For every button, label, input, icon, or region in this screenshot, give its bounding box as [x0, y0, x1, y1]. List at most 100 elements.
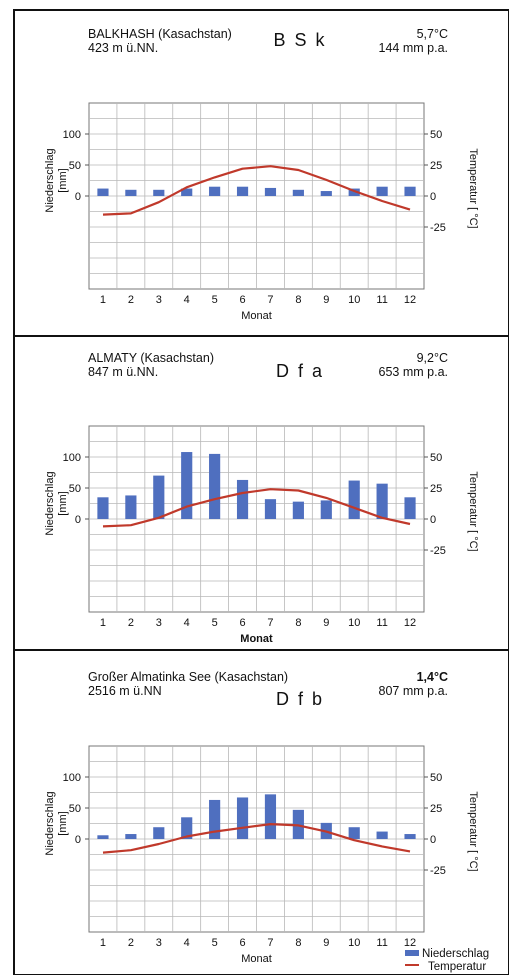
left-tick-label: 0: [75, 514, 81, 526]
panel-border: [13, 649, 509, 975]
month-label-4: 4: [184, 294, 190, 306]
left-tick-label: 100: [63, 129, 81, 141]
month-label-12: 12: [404, 937, 416, 949]
temperature-line: [102, 165, 411, 216]
x-axis-title: Monat: [241, 953, 272, 965]
right-tick-label: -25: [430, 222, 446, 234]
left-axis-title: Niederschlag: [44, 148, 56, 212]
month-label-3: 3: [156, 294, 162, 306]
precip-bar-9: [320, 500, 332, 519]
precip-bar-11: [376, 186, 388, 196]
precip-bar-5: [209, 186, 221, 196]
month-label-9: 9: [323, 617, 329, 629]
right-tick-label: 25: [430, 160, 442, 172]
right-tick-label: 50: [430, 452, 442, 464]
precip-bar-3: [153, 189, 165, 196]
left-tick-label: 50: [69, 803, 81, 815]
station-altitude: 2516 m ü.NN: [88, 684, 162, 698]
x-axis-title: Monat: [240, 633, 273, 645]
precip-bar-8: [292, 501, 304, 519]
precip-bar-5: [209, 453, 221, 519]
precip-bar-10: [348, 188, 360, 196]
right-tick-label: 0: [430, 514, 436, 526]
station-altitude: 423 m ü.NN.: [88, 41, 158, 55]
precip-bar-5: [209, 799, 221, 839]
right-tick-label: -25: [430, 545, 446, 557]
climate-code: D f b: [276, 689, 324, 709]
left-axis-unit: [mm]: [57, 491, 69, 515]
legend-precip-label: Niederschlag: [422, 948, 489, 960]
precip-bar-4: [181, 452, 193, 519]
right-axis-title: Temperatur [ °C]: [467, 471, 479, 551]
precip-bar-11: [376, 483, 388, 519]
precip-bar-12: [404, 497, 416, 519]
month-label-10: 10: [348, 617, 360, 629]
month-label-7: 7: [267, 617, 273, 629]
precip-bar-3: [153, 827, 165, 839]
precip-bar-12: [404, 186, 416, 196]
month-label-11: 11: [376, 937, 387, 949]
month-label-12: 12: [404, 617, 416, 629]
right-axis-title: Temperatur [ °C]: [467, 148, 479, 228]
precip-bar-6: [236, 797, 249, 839]
month-label-8: 8: [295, 617, 301, 629]
precip-bar-1: [97, 188, 109, 196]
legend-temp-label: Temperatur: [428, 961, 486, 973]
right-tick-label: 0: [430, 191, 436, 203]
left-tick-label: 100: [63, 772, 81, 784]
left-tick-label: 100: [63, 452, 81, 464]
month-label-5: 5: [212, 617, 218, 629]
month-label-8: 8: [295, 294, 301, 306]
precip-bar-7: [264, 499, 277, 519]
precip-bar-7: [264, 794, 277, 839]
right-tick-label: 25: [430, 483, 442, 495]
mean-temperature: 9,2°C: [417, 351, 448, 365]
right-tick-label: 0: [430, 834, 436, 846]
left-axis-title: Niederschlag: [44, 791, 56, 855]
right-tick-label: 25: [430, 803, 442, 815]
precip-bar-11: [376, 831, 388, 839]
month-label-6: 6: [239, 937, 245, 949]
precip-bar-1: [97, 497, 109, 519]
precip-bar-10: [348, 827, 360, 839]
month-label-1: 1: [100, 937, 106, 949]
climate-panel-1: BALKHASH (Kasachstan)423 m ü.NN. B S k 5,7…: [13, 9, 509, 337]
month-label-5: 5: [212, 937, 218, 949]
month-label-9: 9: [323, 937, 329, 949]
precip-bar-2: [125, 189, 137, 196]
left-axis-unit: [mm]: [57, 168, 69, 192]
month-label-4: 4: [184, 617, 190, 629]
right-tick-label: -25: [430, 865, 446, 877]
temperature-line: [102, 822, 411, 854]
month-label-7: 7: [267, 294, 273, 306]
month-label-3: 3: [156, 617, 162, 629]
month-label-12: 12: [404, 294, 416, 306]
left-tick-label: 50: [69, 160, 81, 172]
month-label-1: 1: [100, 294, 106, 306]
mean-temperature: 5,7°C: [417, 27, 448, 41]
month-label-11: 11: [376, 617, 387, 629]
left-axis-unit: [mm]: [57, 811, 69, 835]
month-label-1: 1: [100, 617, 106, 629]
precip-bar-10: [348, 480, 360, 519]
climate-panel-2: ALMATY (Kasachstan)847 m ü.NN. D f a 9,2°C…: [13, 335, 509, 651]
month-label-5: 5: [212, 294, 218, 306]
precip-bar-4: [181, 817, 193, 839]
station-altitude: 847 m ü.NN.: [88, 365, 158, 379]
station-name: BALKHASH (Kasachstan): [88, 27, 232, 41]
month-label-7: 7: [267, 937, 273, 949]
left-tick-label: 0: [75, 834, 81, 846]
precip-bar-2: [125, 834, 137, 839]
month-label-2: 2: [128, 937, 134, 949]
precip-bar-6: [236, 479, 249, 519]
precip-bar-6: [236, 186, 249, 196]
climate-code: D f a: [276, 361, 324, 381]
right-axis-title: Temperatur [ °C]: [467, 791, 479, 871]
temperature-line: [102, 488, 411, 528]
left-axis-title: Niederschlag: [44, 471, 56, 535]
legend-precip-swatch: [405, 950, 419, 956]
annual-precipitation: 653 mm p.a.: [379, 365, 448, 379]
precip-bar-2: [125, 495, 137, 519]
